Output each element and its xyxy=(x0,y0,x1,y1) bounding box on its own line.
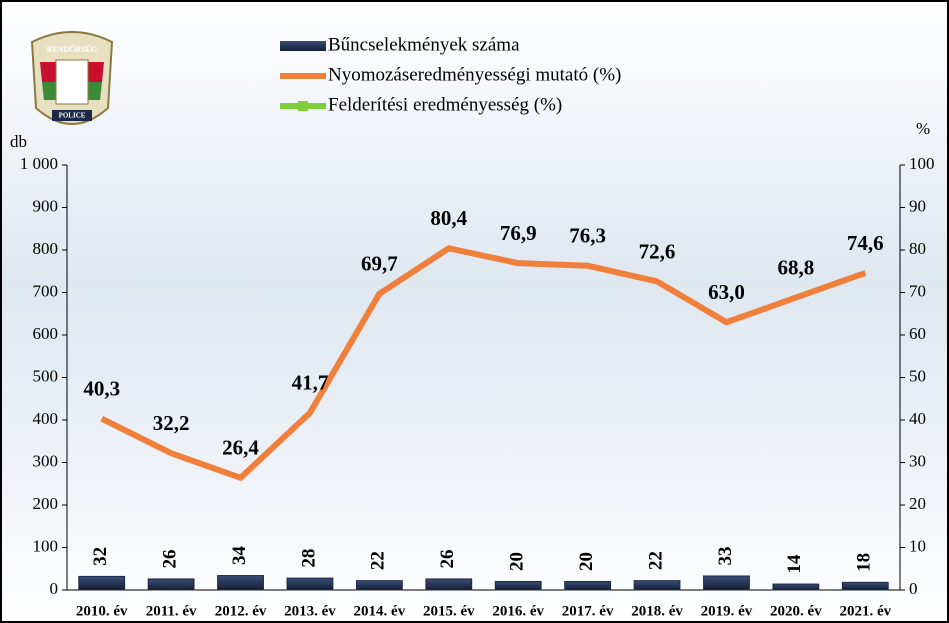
x-tick-label: 2019. év xyxy=(701,603,753,619)
bar xyxy=(564,581,612,591)
y2-tick-label: 0 xyxy=(909,579,918,598)
bar xyxy=(633,580,681,591)
bar-label: 20 xyxy=(576,552,597,571)
y-axis-label: db xyxy=(10,132,27,151)
bar xyxy=(286,577,334,591)
legend-marker xyxy=(298,101,308,111)
x-tick-label: 2014. év xyxy=(354,603,406,619)
y-tick-label: 700 xyxy=(33,281,59,300)
bar-label: 32 xyxy=(90,547,111,566)
bar xyxy=(355,580,403,591)
y-tick-label: 200 xyxy=(33,494,59,513)
data-label: 63,0 xyxy=(708,280,745,304)
y-tick-label: 300 xyxy=(33,451,59,470)
bar-label: 20 xyxy=(507,552,528,571)
data-label: 80,4 xyxy=(430,206,467,230)
logo-top: RENDŐRSÉG xyxy=(47,44,98,54)
y-tick-label: 1 000 xyxy=(20,154,58,173)
y2-tick-label: 20 xyxy=(909,494,926,513)
x-tick-label: 2020. év xyxy=(770,603,822,619)
bar-label: 14 xyxy=(784,554,805,574)
data-label: 41,7 xyxy=(292,371,329,395)
legend-label: Felderítési eredményesség (%) xyxy=(328,94,562,115)
bar xyxy=(78,575,126,591)
x-tick-label: 2015. év xyxy=(423,603,475,619)
x-tick-label: 2012. év xyxy=(215,603,267,619)
y-tick-label: 600 xyxy=(33,324,59,343)
logo: RENDŐRSÉG POLICE xyxy=(30,31,114,125)
bar-label: 26 xyxy=(437,549,458,568)
legend-swatch xyxy=(280,41,326,51)
data-label: 40,3 xyxy=(83,377,120,401)
bar xyxy=(217,575,264,591)
legend-label: Bűncselekmények száma xyxy=(328,34,520,55)
y-tick-label: 400 xyxy=(33,409,59,428)
logo-bottom: POLICE xyxy=(59,112,86,120)
data-label: 26,4 xyxy=(222,436,259,460)
bar xyxy=(147,578,195,591)
bar xyxy=(703,575,750,591)
y-tick-label: 0 xyxy=(50,579,59,598)
x-tick-label: 2018. év xyxy=(631,603,683,619)
y-tick-label: 500 xyxy=(33,366,59,385)
y-tick-label: 100 xyxy=(33,536,59,555)
bar-label: 28 xyxy=(298,549,319,568)
y2-tick-label: 90 xyxy=(909,196,926,215)
x-tick-label: 2010. év xyxy=(76,603,128,619)
bar-label: 34 xyxy=(229,546,250,566)
y2-tick-label: 100 xyxy=(909,154,935,173)
y2-axis-label: % xyxy=(916,119,930,138)
bar xyxy=(841,581,889,591)
bar xyxy=(772,583,820,591)
line xyxy=(100,245,867,481)
data-label: 76,3 xyxy=(569,224,606,248)
bar-label: 22 xyxy=(645,551,666,570)
bar-label: 18 xyxy=(854,553,875,572)
data-label: 72,6 xyxy=(639,239,676,263)
y2-tick-label: 70 xyxy=(909,281,926,300)
data-label: 69,7 xyxy=(361,252,398,276)
bar-label: 26 xyxy=(159,549,180,568)
bar xyxy=(494,581,542,591)
y2-tick-label: 30 xyxy=(909,451,926,470)
x-tick-label: 2017. év xyxy=(562,603,614,619)
y2-tick-label: 60 xyxy=(909,324,926,343)
x-tick-label: 2021. év xyxy=(839,603,891,619)
bar-label: 22 xyxy=(368,551,389,570)
bar xyxy=(425,578,473,591)
x-tick-label: 2011. év xyxy=(146,603,197,619)
x-tick-label: 2013. év xyxy=(284,603,336,619)
data-label: 32,2 xyxy=(153,411,190,435)
y2-tick-label: 40 xyxy=(909,409,926,428)
data-label: 68,8 xyxy=(778,255,815,279)
legend-label: Nyomozáseredményességi mutató (%) xyxy=(328,64,621,85)
y2-tick-label: 10 xyxy=(909,536,926,555)
y2-tick-label: 50 xyxy=(909,366,926,385)
bar-label: 33 xyxy=(715,546,736,565)
data-label: 76,9 xyxy=(500,221,537,245)
y2-tick-label: 80 xyxy=(909,239,926,258)
x-tick-label: 2016. év xyxy=(492,603,544,619)
y-tick-label: 800 xyxy=(33,239,59,258)
y-tick-label: 900 xyxy=(33,196,59,215)
data-label: 74,6 xyxy=(847,231,884,255)
